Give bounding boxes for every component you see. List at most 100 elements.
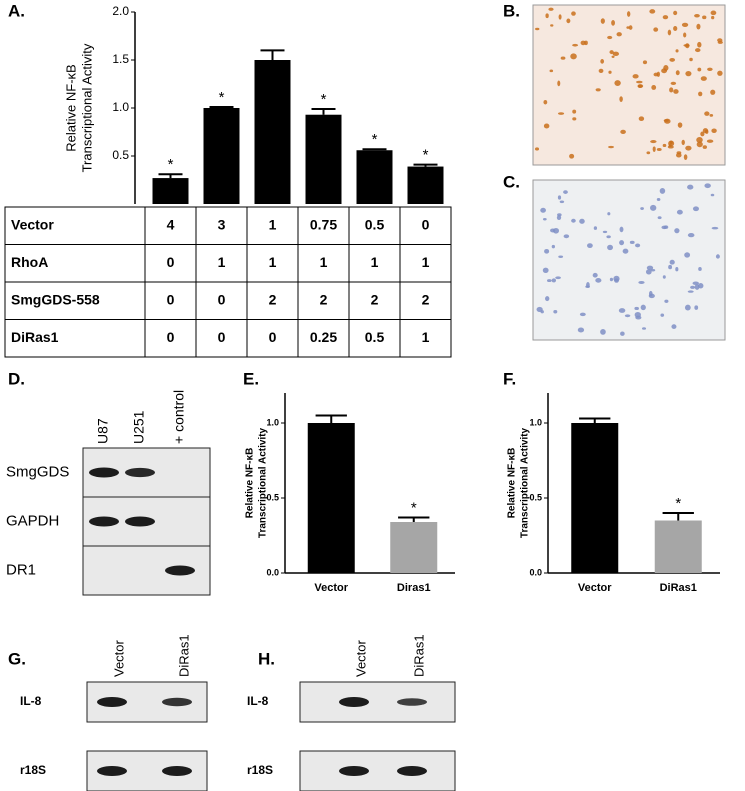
cell: [687, 232, 695, 238]
cell: [543, 99, 548, 105]
band: [397, 698, 427, 706]
cell: [619, 240, 625, 246]
cell: [667, 145, 674, 149]
cell: [542, 217, 547, 221]
cell: [609, 277, 614, 282]
bar: [356, 150, 393, 204]
cell: [580, 40, 586, 46]
y-tick-label: 0.0: [529, 567, 542, 577]
cell: [624, 314, 631, 318]
cell: [544, 248, 550, 254]
band: [89, 516, 119, 527]
cell: [669, 259, 675, 265]
cell: [587, 243, 593, 249]
cell: [702, 145, 707, 149]
band: [162, 697, 192, 707]
cell: [684, 304, 691, 311]
cell: [660, 313, 665, 317]
y-tick-label: 0.0: [266, 567, 279, 577]
cell: [629, 240, 635, 244]
cell: [694, 13, 700, 18]
error-bar: [579, 417, 611, 423]
table-cell: 1: [371, 254, 379, 270]
cell: [683, 44, 690, 47]
significance-marker: *: [411, 499, 417, 516]
cell: [600, 329, 606, 335]
tissue-image: [532, 179, 726, 341]
table-cell: 0: [218, 291, 226, 307]
cell: [685, 70, 692, 77]
panel-label: H.: [258, 649, 275, 668]
cell: [663, 225, 669, 229]
band: [162, 766, 192, 776]
cell: [673, 10, 678, 16]
cell: [663, 65, 669, 71]
band: [125, 467, 155, 478]
panel-label: C.: [503, 172, 520, 191]
table-cell: 2: [320, 291, 328, 307]
cell: [550, 228, 556, 233]
cell: [536, 306, 543, 312]
y-tick-label: 0.5: [529, 492, 542, 502]
cell: [550, 24, 554, 27]
cell: [579, 312, 586, 317]
y-tick-label: 1.5: [112, 52, 129, 66]
cell: [673, 89, 679, 94]
cell: [659, 187, 666, 194]
y-tick-label: 0.5: [112, 148, 129, 162]
cell: [620, 331, 625, 336]
panel-label: F.: [503, 369, 516, 388]
cell: [675, 267, 679, 272]
cell: [549, 69, 554, 73]
row-header: RhoA: [11, 254, 48, 270]
blot-row-label: IL-8: [20, 694, 42, 708]
cell: [649, 9, 656, 14]
table-cell: 1: [422, 329, 430, 345]
cell: [673, 25, 678, 31]
cell: [602, 230, 608, 234]
cell: [563, 190, 568, 194]
y-tick-label: 1.0: [266, 417, 279, 427]
tissue-image: [532, 4, 726, 166]
table-cell: 1: [269, 216, 277, 232]
table-cell: 4: [167, 216, 175, 232]
band: [397, 766, 427, 776]
bar: [407, 166, 444, 204]
table-cell: 0: [218, 329, 226, 345]
cell: [572, 43, 579, 47]
cell: [676, 152, 682, 158]
cell: [571, 11, 576, 16]
cell: [635, 243, 641, 248]
row-header: DiRas1: [11, 329, 59, 345]
cell: [685, 145, 692, 151]
cell: [645, 269, 652, 275]
cell: [671, 324, 677, 329]
cell: [614, 80, 621, 86]
cell: [698, 283, 704, 289]
error-bar: [398, 516, 430, 522]
cell: [547, 279, 552, 283]
cell: [651, 85, 657, 90]
cell: [628, 25, 633, 30]
cell: [611, 20, 615, 26]
cell: [662, 275, 666, 279]
cell: [540, 207, 546, 213]
blot-row-label: DR1: [6, 561, 36, 578]
bar: [254, 60, 291, 204]
row-header: Vector: [11, 216, 54, 232]
lane-label: U251: [131, 410, 147, 444]
y-axis-label: Transcriptional Activity: [79, 43, 94, 172]
cell: [572, 109, 577, 114]
cell: [607, 244, 613, 251]
panel-label: G.: [8, 649, 26, 668]
cell: [652, 146, 656, 152]
error-bar: [311, 107, 336, 115]
table-cell: 0: [167, 254, 175, 270]
cell: [545, 13, 549, 19]
cell: [577, 327, 585, 333]
cell: [641, 327, 647, 330]
cell: [669, 57, 676, 62]
cell: [569, 153, 575, 159]
blot-strip: [299, 681, 456, 723]
